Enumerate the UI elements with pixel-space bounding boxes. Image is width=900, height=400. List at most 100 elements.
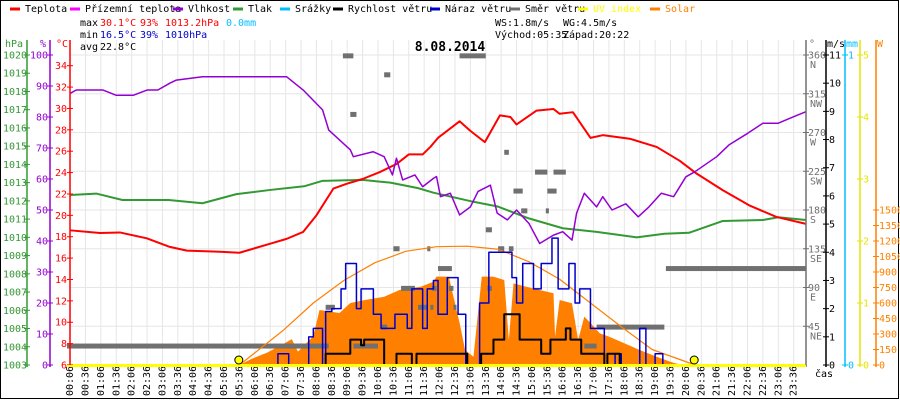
direction-compass-label: NW (810, 99, 823, 110)
humidity-tick-label: 30 (36, 268, 48, 279)
legend-label: Přízemní teplota (85, 3, 181, 15)
avg-label: avg (80, 42, 98, 53)
wind-direction-mark (535, 169, 548, 175)
unit-hpa: hPa (5, 39, 23, 50)
max-label: max (80, 18, 98, 29)
x-tick-label: 20:06 (681, 366, 692, 396)
wind-direction-mark (427, 246, 431, 252)
max-temp: 30.1°C (100, 18, 136, 29)
wind-direction-mark (381, 324, 388, 330)
x-tick-label: 09:06 (342, 366, 353, 396)
x-tick-label: 03:06 (157, 366, 168, 396)
sunrise-time: Východ:05:35 (495, 29, 567, 41)
temperature-tick-label: 26 (55, 147, 67, 158)
x-tick-label: 17:06 (589, 366, 600, 396)
wind-direction-mark (342, 53, 354, 59)
direction-tick-label: 225 (808, 167, 826, 178)
wind-direction-mark (553, 169, 566, 175)
pressure-tick-label: 1006 (3, 306, 27, 317)
pressure-tick-label: 1009 (3, 251, 27, 262)
pressure-tick-label: 1018 (3, 87, 27, 98)
rain-tick-label: 1 (848, 51, 854, 62)
direction-compass-label: W (810, 138, 817, 149)
direction-compass-label: E (810, 293, 816, 304)
temperature-tick-label: 34 (55, 61, 67, 72)
direction-compass-label: S (810, 215, 816, 226)
humidity-tick-label: 80 (36, 113, 48, 124)
sunset-time: Západ:20:22 (563, 29, 629, 41)
direction-compass-label: SW (810, 176, 823, 187)
x-tick-label: 11:36 (419, 366, 430, 396)
legend-label: Tlak (248, 4, 272, 15)
x-tick-label: 02:36 (142, 366, 153, 396)
temperature-tick-label: 8 (61, 339, 67, 350)
x-tick-label: 15:06 (527, 366, 538, 396)
rain-total: 0.0mm (226, 18, 256, 29)
unit-degree: ° (809, 39, 815, 50)
legend-label: Náraz větru (445, 3, 511, 15)
solar-tick-label: 900 (879, 268, 897, 279)
x-tick-label: 12:36 (450, 366, 461, 396)
x-tick-label: 07:36 (296, 366, 307, 396)
x-tick-label: 19:36 (666, 366, 677, 396)
humidity-tick-label: 100 (30, 51, 48, 62)
x-tick-label: 14:06 (496, 366, 507, 396)
min-label: min (80, 30, 98, 41)
wind-direction-mark (545, 208, 549, 214)
legend-label: Teplota (25, 4, 67, 15)
x-tick-label: 15:36 (542, 366, 553, 396)
wind-direction-mark (67, 343, 308, 349)
min-humidity: 39% (140, 30, 158, 41)
x-tick-label: 10:06 (373, 366, 384, 396)
wind-direction-mark (596, 324, 665, 330)
x-tick-label: 05:06 (219, 366, 230, 396)
wind-speed-tick-label: 0 (829, 361, 835, 372)
pressure-tick-label: 1019 (3, 69, 27, 80)
unit-mm: mm (846, 39, 858, 50)
x-tick-label: 19:06 (650, 366, 661, 396)
pressure-tick-label: 1012 (3, 196, 27, 207)
solar-tick-label: 300 (879, 330, 897, 341)
wind-direction-mark (453, 304, 457, 310)
x-tick-label: 20:36 (696, 366, 707, 396)
wind-speed-tick-label: 10 (829, 79, 841, 90)
wind-speed-tick-label: 4 (829, 248, 835, 259)
direction-tick-label: 45 (808, 322, 820, 333)
wind-direction-mark (438, 266, 452, 272)
wind-direction-mark (459, 53, 486, 59)
x-tick-label: 07:06 (281, 366, 292, 396)
stats: max 30.1°C 93% 1013.2hPa 0.0mm min 16.5°… (80, 18, 629, 53)
wind-direction-mark (325, 304, 335, 310)
chart-title: 8.08.2014 (415, 40, 486, 55)
pressure-tick-label: 1015 (3, 142, 27, 153)
x-tick-label: 23:36 (789, 366, 800, 396)
x-tick-label: 08:36 (327, 366, 338, 396)
pressure-tick-label: 1016 (3, 123, 27, 134)
wind-direction-mark (448, 285, 454, 291)
x-tick-label: 13:06 (465, 366, 476, 396)
legend-label: Vlhkost (188, 4, 230, 15)
wind-direction-mark (487, 285, 492, 291)
uv-tick-label: 5 (863, 51, 869, 62)
direction-tick-label: 90 (808, 283, 820, 294)
legend-label: Solar (665, 4, 695, 15)
x-tick-label: 03:36 (173, 366, 184, 396)
uv-tick-label: 4 (863, 113, 869, 124)
wind-gust-max: WG:4.5m/s (563, 18, 617, 29)
min-pressure: 1010hPa (165, 30, 207, 41)
solar-tick-label: 1050 (879, 252, 900, 263)
direction-compass-label: SE (810, 254, 822, 265)
direction-compass-label: NE (810, 331, 822, 342)
x-tick-label: 16:06 (558, 366, 569, 396)
temperature-tick-label: 6 (61, 361, 67, 372)
x-tick-label: 11:06 (404, 366, 415, 396)
wind-direction-mark (513, 188, 523, 194)
wind-speed-tick-label: 2 (829, 304, 835, 315)
x-axis-label: čas (815, 368, 833, 380)
wind-speed-tick-label: 1 (829, 332, 835, 343)
wind-speed-tick-label: 3 (829, 276, 835, 287)
x-tick-label: 13:36 (481, 366, 492, 396)
x-tick-label: 18:06 (619, 366, 630, 396)
legend-label: UV index (593, 4, 641, 15)
